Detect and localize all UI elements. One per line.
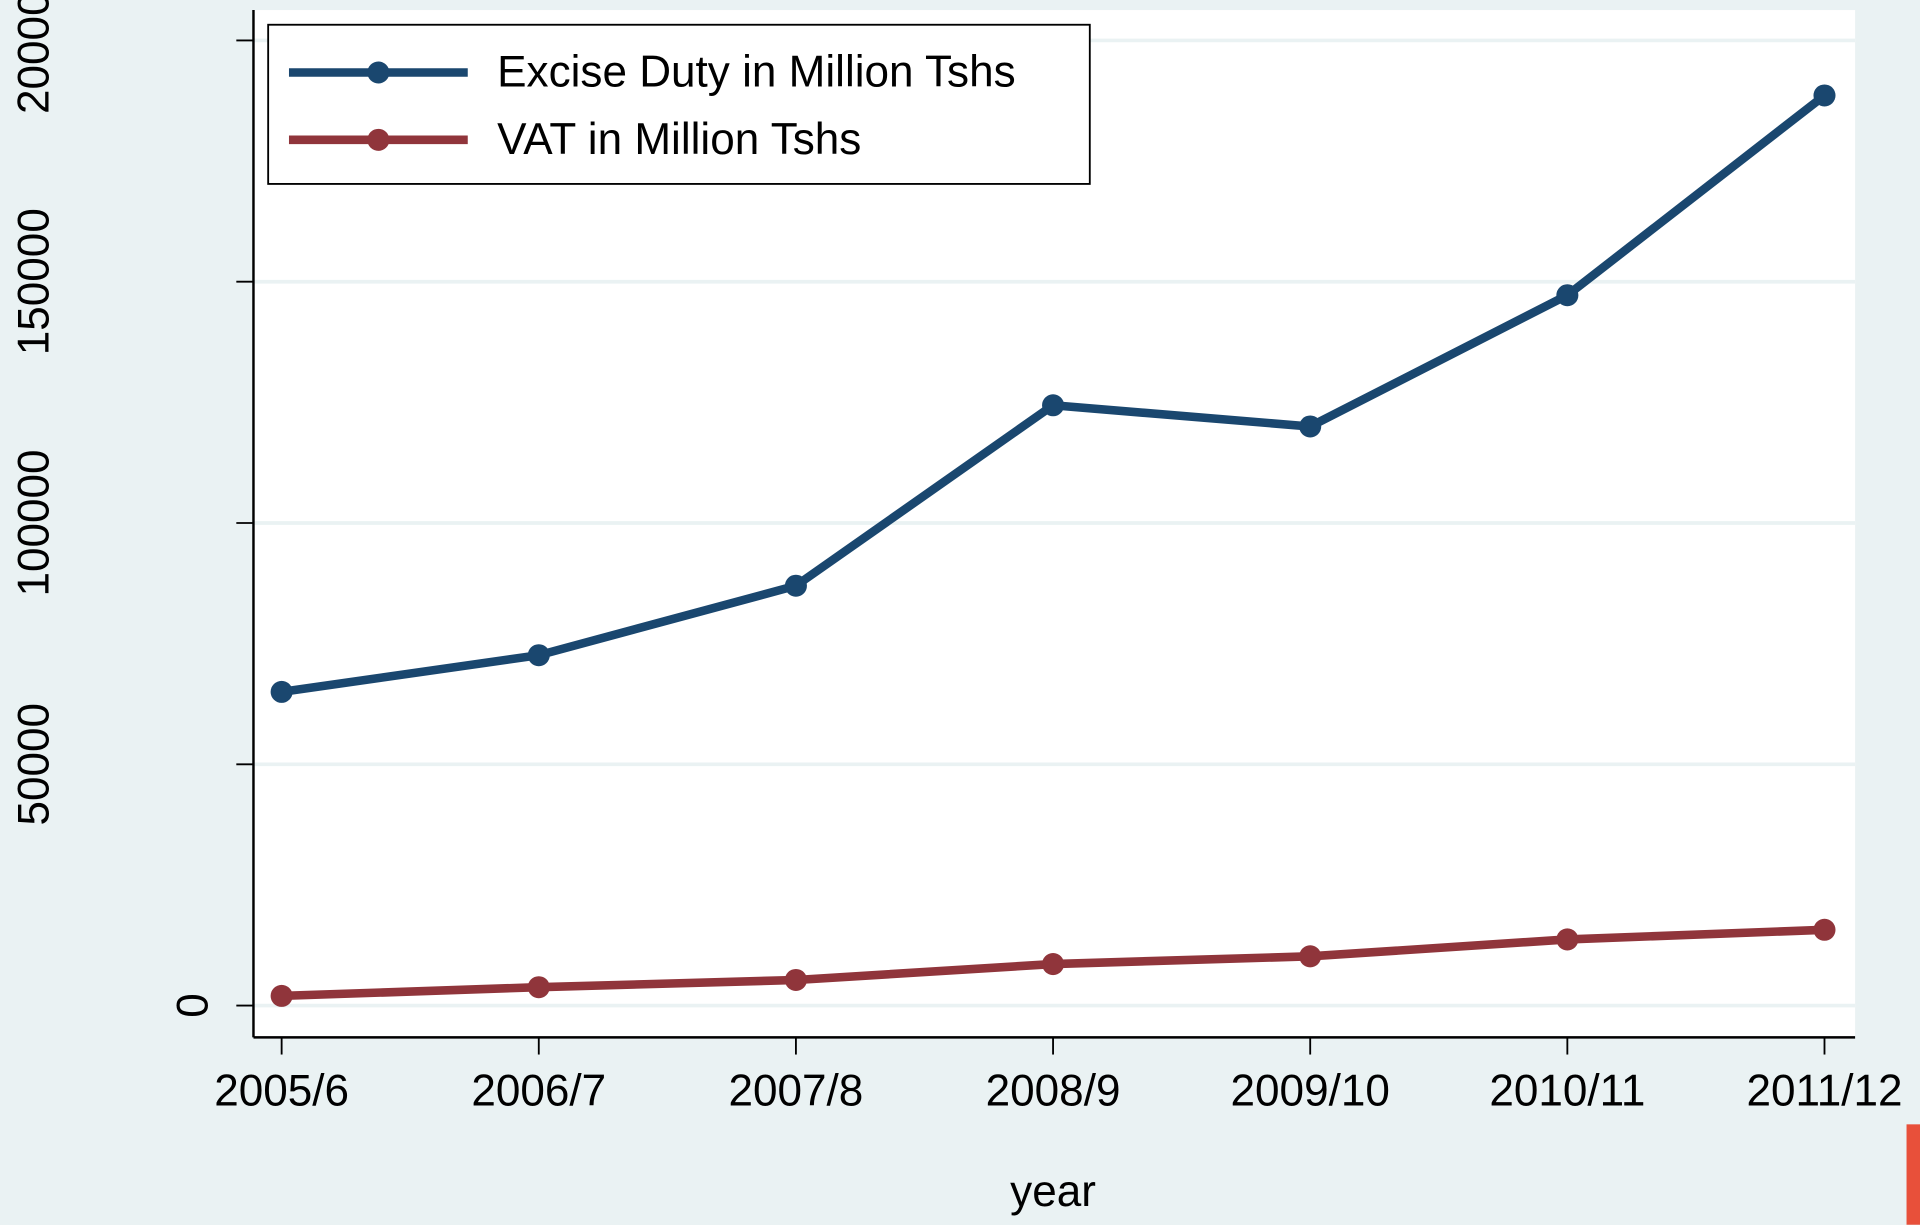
- point: [784, 574, 807, 597]
- y-tick-label: 50000: [9, 703, 58, 826]
- point: [784, 968, 807, 991]
- point: [1299, 945, 1322, 968]
- point: [1813, 918, 1836, 941]
- legend-marker: [367, 61, 390, 84]
- legend-label: VAT in Million Tshs: [497, 115, 861, 164]
- y-tick-label: 100000: [9, 449, 58, 596]
- x-tick-label: 2008/9: [986, 1066, 1121, 1115]
- x-tick-label: 2010/11: [1489, 1066, 1645, 1115]
- y-tick-label: 0: [169, 993, 218, 1018]
- x-tick-label: 2005/6: [214, 1066, 349, 1115]
- legend-marker: [367, 128, 390, 151]
- x-tick-label: 2011/12: [1746, 1066, 1902, 1115]
- point: [1813, 84, 1836, 107]
- point: [527, 976, 550, 999]
- legend-box: [267, 23, 1091, 185]
- point: [527, 644, 550, 667]
- edge-marker: [1906, 1124, 1920, 1225]
- x-tick-label: 2009/10: [1231, 1066, 1390, 1115]
- x-tick-label: 2007/8: [729, 1066, 864, 1115]
- point: [1042, 953, 1065, 976]
- point: [1299, 415, 1322, 438]
- legend-label: Excise Duty in Million Tshs: [497, 48, 1016, 97]
- point: [1042, 394, 1065, 417]
- y-tick-label: 200000: [9, 0, 58, 114]
- point: [1556, 284, 1579, 307]
- point: [1556, 928, 1579, 951]
- x-tick-label: 2006/7: [471, 1066, 606, 1115]
- y-tick-label: 150000: [9, 208, 58, 355]
- point: [270, 680, 293, 703]
- x-axis-title: year: [1010, 1167, 1096, 1216]
- point: [270, 984, 293, 1007]
